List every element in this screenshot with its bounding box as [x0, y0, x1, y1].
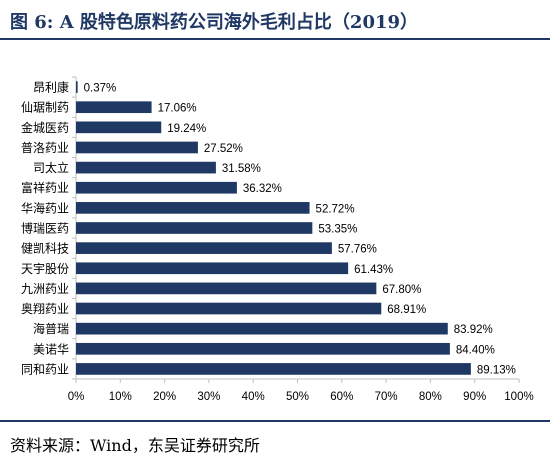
value-label: 68.91%: [387, 304, 426, 316]
category-label: 仙琚制药: [21, 101, 69, 115]
category-label: 奥翔药业: [21, 302, 69, 316]
x-tick-label: 90%: [463, 391, 486, 403]
bar-1: [76, 81, 78, 93]
bar-3: [76, 121, 162, 134]
category-label: 九洲药业: [21, 282, 69, 296]
x-tick-label: 50%: [286, 391, 309, 403]
value-label: 27.52%: [204, 143, 243, 155]
bar-13: [76, 322, 448, 335]
category-label: 海普瑞: [33, 321, 69, 336]
bar-5: [76, 161, 216, 174]
category-label: 司太立: [33, 160, 69, 175]
bar-15: [76, 363, 471, 375]
x-tick-label: 40%: [242, 391, 265, 403]
category-label: 博瑞医药: [21, 221, 69, 236]
x-tick-label: 100%: [504, 391, 533, 403]
value-label: 89.13%: [477, 364, 516, 376]
chart-area: 昂利康 0.37% 仙琚制药 17.06% 金城医药 19.24% 普洛药业 27.52% 司太…: [0, 40, 550, 420]
bar-6: [76, 181, 237, 194]
bar-chart: 昂利康 0.37% 仙琚制药 17.06% 金城医药 19.24% 普洛药业 27.52% 司太…: [21, 76, 534, 403]
x-tick-label: 80%: [419, 391, 442, 403]
bar-14: [76, 342, 450, 355]
x-tick-label: 70%: [375, 391, 398, 403]
category-label: 同和药业: [21, 362, 69, 376]
category-label: 富祥药业: [21, 180, 69, 195]
bar-7: [76, 202, 310, 214]
bar-10: [76, 262, 349, 275]
bar-8: [76, 222, 313, 234]
category-label: 昂利康: [33, 80, 69, 95]
category-label: 普洛药业: [21, 140, 69, 155]
bar-2: [76, 101, 152, 114]
category-label: 健凯科技: [21, 242, 69, 256]
category-label: 金城医药: [21, 120, 69, 135]
bar-12: [76, 302, 382, 315]
bar-9: [76, 242, 332, 254]
category-label: 美诺华: [33, 342, 69, 356]
x-tick-label: 60%: [330, 391, 353, 403]
value-label: 17.06%: [158, 103, 197, 115]
bar-4: [76, 141, 198, 154]
bar-11: [76, 282, 377, 295]
value-label: 19.24%: [167, 123, 206, 135]
value-label: 57.76%: [338, 244, 377, 256]
figure-title: 图 6: A 股特色原料药公司海外毛利占比（2019）: [0, 0, 550, 40]
value-label: 84.40%: [456, 344, 495, 356]
x-tick-label: 10%: [109, 391, 132, 403]
value-label: 31.58%: [222, 163, 261, 175]
category-label: 天宇股份: [21, 262, 69, 276]
x-tick-label: 30%: [197, 391, 220, 403]
value-label: 83.92%: [454, 324, 493, 336]
value-label: 0.37%: [84, 83, 117, 95]
value-label: 53.35%: [318, 224, 357, 236]
x-tick-label: 0%: [68, 391, 85, 403]
value-label: 36.32%: [243, 183, 282, 195]
source-note: 资料来源：Wind，东吴证券研究所: [0, 420, 550, 460]
value-label: 52.72%: [316, 203, 355, 215]
value-label: 61.43%: [354, 264, 393, 276]
value-label: 67.80%: [382, 284, 421, 296]
x-tick-label: 20%: [153, 391, 176, 403]
category-label: 华海药业: [21, 200, 69, 215]
